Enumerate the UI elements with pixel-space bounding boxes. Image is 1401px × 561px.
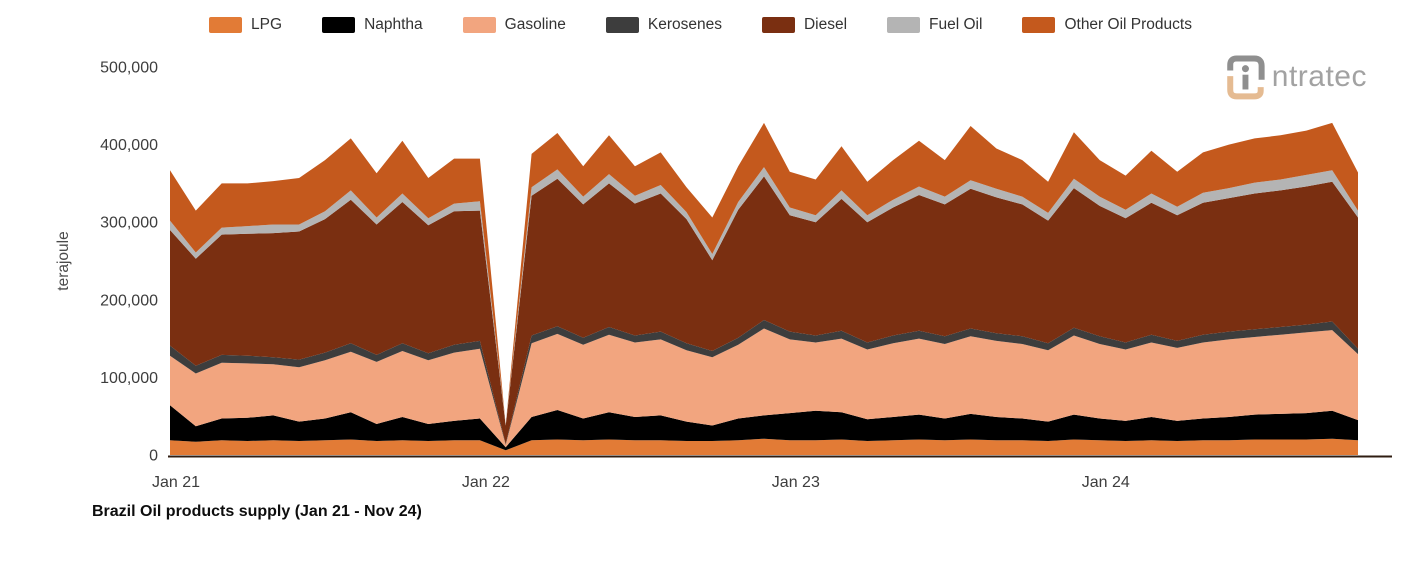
- x-tick-label: Jan 24: [1082, 474, 1130, 491]
- y-tick-label: 0: [149, 448, 158, 465]
- y-tick-label: 400,000: [100, 137, 158, 154]
- legend-label: Gasoline: [504, 16, 566, 33]
- y-axis-title: terajoule: [55, 231, 72, 290]
- legend-item-diesel[interactable]: Diesel: [761, 16, 848, 34]
- legend-item-naphtha[interactable]: Naphtha: [322, 16, 423, 34]
- legend-swatch-other: [1022, 17, 1056, 33]
- chart-legend: LPG Naphtha Gasoline Kerosenes Diesel Fuel Oi…: [0, 16, 1401, 34]
- legend-swatch-kerosenes: [605, 17, 639, 33]
- legend-item-lpg[interactable]: LPG: [209, 16, 282, 34]
- x-tick-label: Jan 22: [462, 474, 510, 491]
- area-series-naphtha[interactable]: [170, 405, 1358, 451]
- intratec-logo-text: ntratec: [1271, 60, 1367, 93]
- legend-item-fuel_oil[interactable]: Fuel Oil: [887, 16, 982, 34]
- y-tick-label: 200,000: [100, 292, 158, 309]
- area-series-lpg[interactable]: [170, 438, 1358, 455]
- legend-label: Other Oil Products: [1064, 16, 1192, 33]
- legend-item-other[interactable]: Other Oil Products: [1022, 16, 1192, 34]
- legend-label: Naphtha: [364, 16, 423, 33]
- x-tick-label: Jan 23: [772, 474, 820, 491]
- legend-label: LPG: [251, 16, 283, 33]
- x-tick-label: Jan 21: [152, 474, 200, 491]
- plot-area[interactable]: [170, 122, 1358, 455]
- y-tick-label: 500,000: [100, 60, 158, 77]
- legend-label: Fuel Oil: [929, 16, 983, 33]
- area-series-diesel[interactable]: [170, 176, 1358, 445]
- legend-label: Diesel: [803, 16, 848, 33]
- legend-swatch-naphtha: [322, 17, 356, 33]
- legend-item-gasoline[interactable]: Gasoline: [462, 16, 566, 34]
- x-axis-line: [168, 455, 1392, 458]
- y-tick-label: 100,000: [100, 370, 158, 387]
- x-axis-tick-labels: Jan 21 Jan 22 Jan 23 Jan 24: [152, 474, 1130, 491]
- legend-swatch-lpg: [209, 17, 243, 33]
- y-tick-label: 300,000: [100, 215, 158, 232]
- legend-swatch-diesel: [761, 17, 795, 33]
- chart-title: Brazil Oil products supply (Jan 21 - Nov…: [92, 503, 422, 520]
- intratec-logo: ntratec: [1221, 52, 1367, 102]
- area-series-fuel_oil[interactable]: [170, 167, 1358, 426]
- intratec-logo-icon: [1227, 55, 1265, 100]
- legend-label: Kerosenes: [647, 16, 722, 33]
- legend-swatch-gasoline: [462, 17, 496, 33]
- legend-swatch-fuel_oil: [887, 17, 921, 33]
- area-series-kerosenes[interactable]: [170, 320, 1358, 445]
- area-series-gasoline[interactable]: [170, 328, 1358, 448]
- y-axis-tick-labels: 0 100,000 200,000 300,000 400,000 500,000: [100, 60, 158, 465]
- area-series-other[interactable]: [170, 122, 1358, 425]
- legend-item-kerosenes[interactable]: Kerosenes: [605, 16, 722, 34]
